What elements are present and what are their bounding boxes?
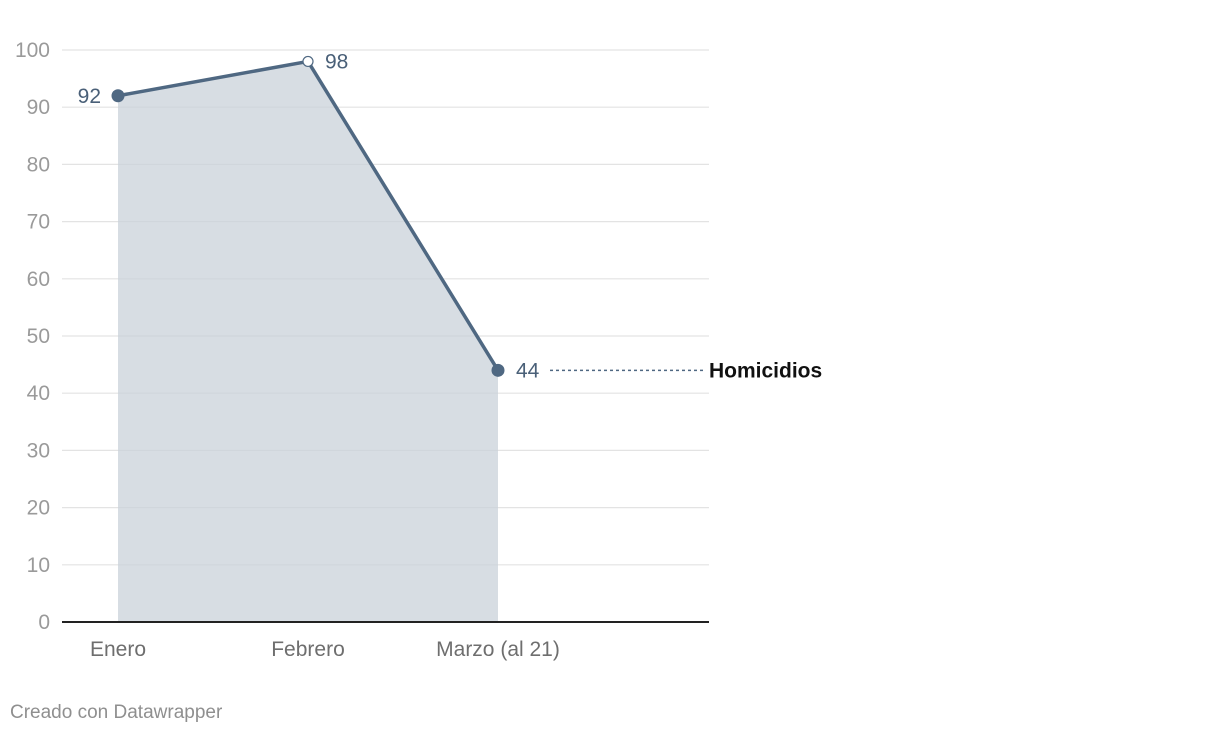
labels: 0 10 20 30 40 50 60 70 80 90 100 92 98 44 Homicidios En… (15, 39, 822, 661)
y-tick-label: 70 (27, 211, 50, 234)
data-point-hollow (302, 55, 314, 68)
x-tick-label: Marzo (al 21) (436, 638, 560, 661)
y-tick-label: 60 (27, 268, 50, 291)
area-fill-layer (118, 61, 498, 622)
y-tick-label: 30 (27, 439, 50, 462)
data-point (491, 363, 505, 377)
y-tick-label: 0 (38, 611, 50, 634)
x-tick-label: Febrero (271, 638, 345, 661)
y-tick-label: 100 (15, 39, 50, 62)
y-tick-label: 50 (27, 325, 50, 348)
data-label: 98 (325, 50, 348, 73)
area-fill (118, 61, 498, 622)
x-tick-label: Enero (90, 638, 146, 661)
y-tick-label: 80 (27, 153, 50, 176)
y-tick-label: 90 (27, 96, 50, 119)
y-tick-label: 10 (27, 554, 50, 577)
credit-text: Creado con Datawrapper (10, 702, 223, 723)
data-point (111, 89, 125, 103)
data-label: 44 (516, 359, 540, 382)
series-label-homicidios: Homicidios (709, 359, 822, 382)
y-tick-label: 40 (27, 382, 50, 405)
data-label: 92 (78, 85, 101, 108)
data-points (111, 55, 505, 377)
y-tick-label: 20 (27, 497, 50, 520)
